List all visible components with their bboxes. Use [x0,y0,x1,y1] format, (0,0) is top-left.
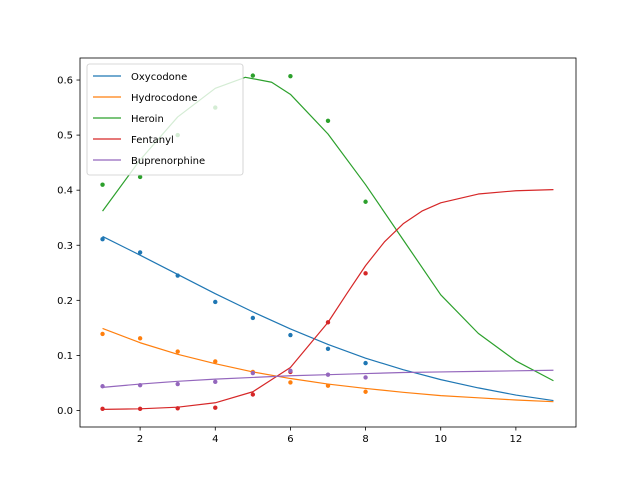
plot-area [100,73,554,412]
legend-label-hydrocodone: Hydrocodone [131,93,197,104]
legend-label-oxycodone: Oxycodone [131,72,187,83]
data-point-oxycodone [100,236,105,242]
data-point-hydrocodone [213,359,218,364]
data-point-fentanyl [213,405,218,410]
y-tick-label: 0.4 [57,186,73,197]
legend-label-buprenorphine: Buprenorphine [131,156,205,167]
data-point-fentanyl [325,320,331,325]
y-tick-label: 0.3 [57,241,73,252]
x-tick-label: 4 [212,434,218,445]
data-point-buprenorphine [175,381,180,387]
x-tick-label: 8 [362,434,368,445]
data-point-buprenorphine [325,372,331,377]
x-tick-label: 10 [434,434,447,445]
data-point-buprenorphine [250,370,256,376]
x-tick-label: 6 [287,434,293,445]
legend: Oxycodone Hydrocodone Heroin Fentanyl Bupren… [86,63,244,176]
data-point-oxycodone [288,332,293,338]
series-line-fentanyl [102,189,554,410]
x-tick-label: 12 [510,434,523,445]
data-point-hydrocodone [137,336,143,341]
data-point-oxycodone [250,315,256,321]
legend-label-fentanyl: Fentanyl [131,135,174,146]
data-point-heroin [363,199,368,204]
data-point-fentanyl [175,406,180,411]
data-point-oxycodone [137,250,143,255]
data-point-buprenorphine [213,379,218,385]
y-tick-label: 0.1 [57,351,73,362]
data-point-buprenorphine [363,375,368,380]
data-point-fentanyl [100,406,105,412]
y-tick-label: 0.0 [57,406,73,417]
data-point-hydrocodone [175,349,180,354]
data-point-fentanyl [363,271,368,276]
legend-box [86,63,244,176]
data-point-heroin [325,118,331,123]
y-tick-label: 0.2 [57,296,73,307]
data-point-hydrocodone [325,383,331,388]
data-point-fentanyl [137,406,143,412]
axes: 2 4 6 8 10 12 0.0 0.1 0.2 0.3 0.4 0.5 0.6 [57,57,577,445]
data-point-oxycodone [363,360,368,366]
data-point-buprenorphine [137,382,143,388]
data-point-heroin [100,182,105,187]
x-tick-label: 2 [137,434,143,445]
data-point-hydrocodone [363,389,368,394]
data-point-oxycodone [325,346,331,351]
data-point-oxycodone [175,273,180,278]
data-point-hydrocodone [288,380,293,385]
y-tick-label: 0.6 [57,76,73,87]
data-point-hydrocodone [100,331,105,337]
axes-frame [79,57,577,428]
data-point-buprenorphine [100,384,105,389]
legend-label-heroin: Heroin [131,114,164,125]
data-point-fentanyl [250,392,256,397]
data-point-oxycodone [213,299,218,305]
data-point-buprenorphine [288,368,293,374]
data-point-heroin [288,73,293,79]
data-point-heroin [137,174,143,180]
data-point-heroin [250,73,256,78]
y-tick-label: 0.5 [57,131,73,142]
